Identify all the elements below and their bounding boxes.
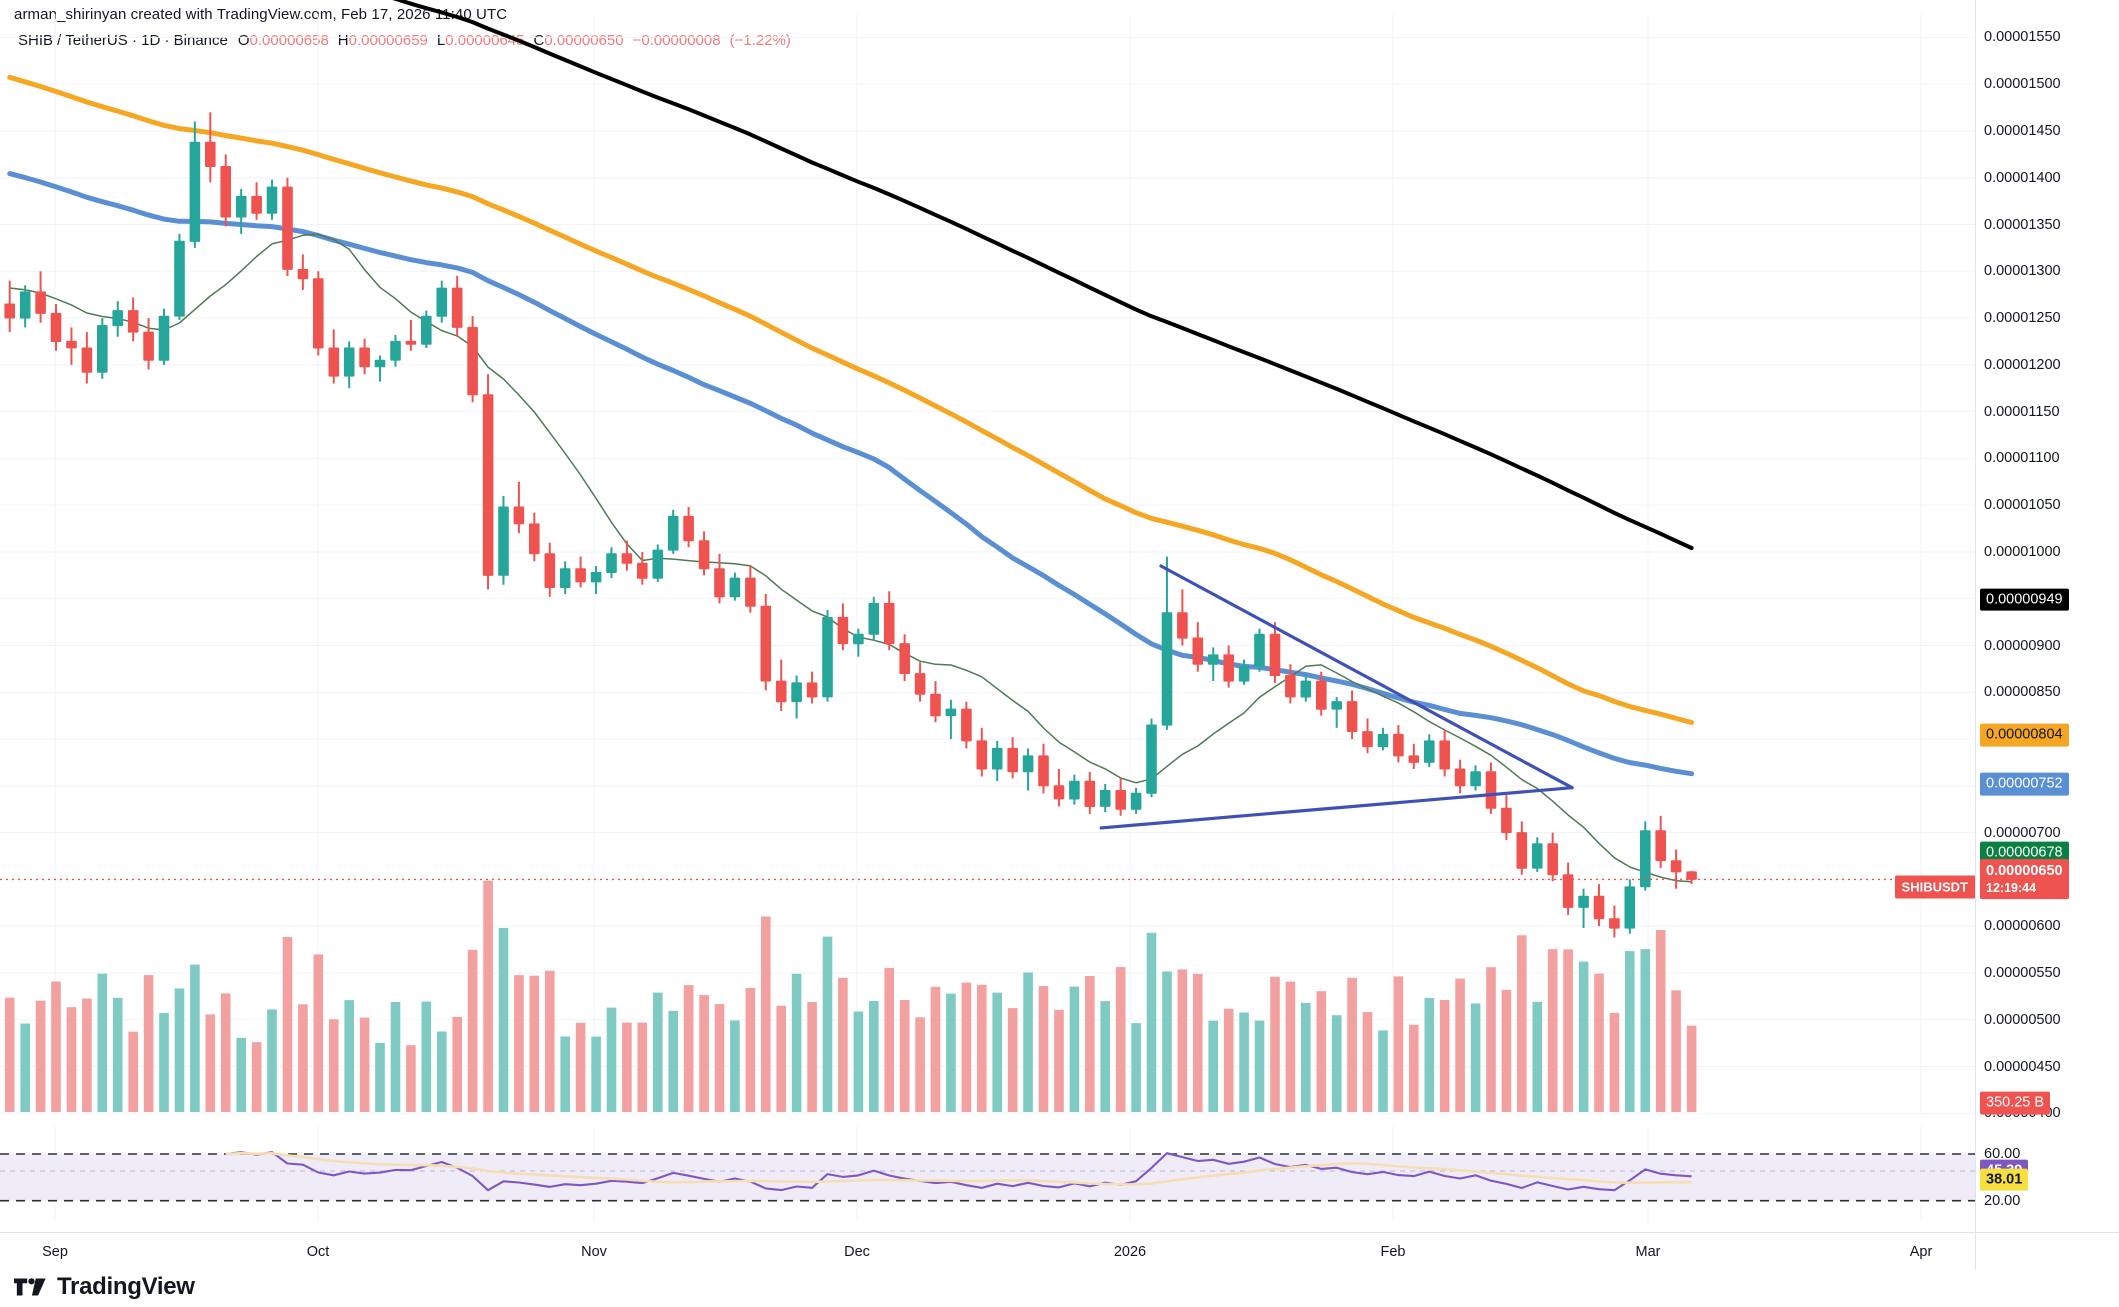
price-axis-tick: 0.00001450	[1984, 122, 2061, 139]
price-axis-ma-green-badge[interactable]: 0.00000678	[1980, 841, 2069, 865]
price-axis-volume-badge[interactable]: 350.25 B	[1980, 1091, 2051, 1115]
legend-separator-1: ·	[131, 32, 137, 49]
time-axis[interactable]: Sep Oct Nov Dec 2026 Feb Mar Apr	[0, 1232, 1975, 1271]
legend-separator-2: ·	[164, 32, 170, 49]
rsi-pane[interactable]	[0, 1126, 1975, 1222]
price-axis-tick: 0.00000900	[1984, 637, 2061, 654]
legend-high: H0.00000659	[337, 32, 428, 49]
legend-close: C0.00000650	[533, 32, 624, 49]
footer: TradingView	[0, 1270, 2119, 1307]
price-axis-tick: 0.00000500	[1984, 1011, 2061, 1028]
current-price-value: 0.00000650	[1986, 863, 2063, 880]
price-axis-ma-orange-badge[interactable]: 0.00000804	[1980, 723, 2069, 747]
current-price-badge[interactable]: 0.00000650 12:19:44	[1980, 859, 2069, 900]
time-axis-tick: Dec	[844, 1244, 870, 1260]
time-axis-tick: Feb	[1380, 1244, 1406, 1260]
price-axis[interactable]: 0.00001550 0.00001500 0.00001450 0.00001400…	[1975, 0, 2119, 1232]
price-axis-tick: 0.00001500	[1984, 76, 2061, 93]
price-axis-tick: 0.00000550	[1984, 964, 2061, 981]
price-axis-tick: 0.00001200	[1984, 356, 2061, 373]
time-axis-tick: Mar	[1635, 1244, 1661, 1260]
price-axis-tick: 0.00000700	[1984, 824, 2061, 841]
time-axis-tick: Apr	[1909, 1244, 1933, 1260]
current-symbol-tag[interactable]: SHIBUSDT	[1894, 875, 1975, 899]
price-axis-tick: 0.00001150	[1984, 403, 2060, 420]
rsi-chart-canvas[interactable]	[0, 1126, 1975, 1222]
rsi-axis-bottom-tick: 20.00	[1984, 1192, 2021, 1209]
tradingview-wordmark: TradingView	[57, 1273, 195, 1300]
time-axis-tick: Sep	[42, 1244, 68, 1260]
price-axis-tick: 0.00001050	[1984, 497, 2061, 514]
price-axis-tick: 0.00000450	[1984, 1058, 2061, 1075]
time-axis-tick: Nov	[581, 1244, 607, 1260]
tradingview-logo: TradingView	[14, 1273, 195, 1301]
legend-exchange: Binance	[173, 32, 228, 49]
price-axis-tick: 0.00001300	[1984, 263, 2061, 280]
legend-open: O0.00000658	[237, 32, 329, 49]
price-axis-tick: 0.00001400	[1984, 169, 2061, 186]
price-axis-tick: 0.00000600	[1984, 918, 2061, 935]
price-chart-canvas[interactable]	[0, 0, 1975, 1114]
price-axis-tick: 0.00001100	[1984, 450, 2060, 467]
price-axis-tick: 0.00000850	[1984, 684, 2061, 701]
rsi-ma-badge[interactable]: 38.01	[1980, 1168, 2029, 1191]
legend-interval[interactable]: 1D	[141, 32, 161, 49]
legend-change-pct: (−1.22%)	[729, 32, 791, 49]
price-axis-tick: 0.00001250	[1984, 310, 2061, 327]
attribution-text: arman_shirinyan created with TradingView…	[14, 6, 508, 23]
price-axis-tick: 0.00001000	[1984, 543, 2061, 560]
time-axis-tick: Oct	[306, 1244, 330, 1260]
price-pane[interactable]	[0, 0, 1975, 1114]
legend-symbol[interactable]: SHIB / TetherUS	[18, 32, 128, 49]
price-axis-ma200-badge[interactable]: 0.00000949	[1980, 588, 2069, 611]
legend-change-abs: −0.00000008	[632, 32, 721, 49]
current-price-countdown: 12:19:44	[1986, 880, 2037, 895]
rsi-axis-top-tick: 60.00	[1984, 1146, 2021, 1162]
time-axis-corner	[1975, 1232, 2119, 1271]
price-axis-tick: 0.00001350	[1984, 216, 2061, 233]
tradingview-mark-icon	[14, 1278, 46, 1296]
price-axis-tick: 0.00001550	[1984, 29, 2061, 46]
time-axis-tick: 2026	[1113, 1244, 1147, 1260]
price-axis-ma-blue-badge[interactable]: 0.00000752	[1980, 772, 2069, 796]
